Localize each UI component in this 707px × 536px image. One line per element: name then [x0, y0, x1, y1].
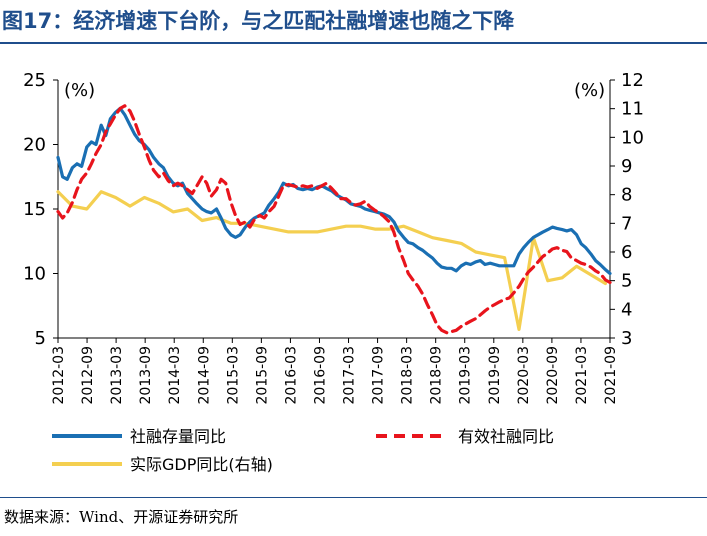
- legend-label-effective-social-financing: 有效社融同比: [458, 427, 554, 446]
- y-right-tick-label: 7: [621, 213, 632, 234]
- x-tick-label: 2019-03: [458, 346, 474, 405]
- chart-lines: [56, 104, 612, 335]
- x-tick-label: 2018-03: [400, 346, 416, 405]
- x-tick-label: 2020-03: [516, 346, 532, 405]
- x-tick-label: 2017-03: [342, 346, 358, 405]
- y-left-unit: (%): [64, 80, 95, 101]
- legend-label-real-gdp: 实际GDP同比(右轴): [130, 455, 273, 474]
- chart-axes: 5 10 15 20 25 3 4 5 6 7 8 9 10 11 12 (%) (%) 2012-03 2012-…: [23, 70, 644, 405]
- y-left-tick-label: 5: [35, 328, 46, 349]
- y-right-tick-label: 3: [621, 328, 632, 349]
- x-tick-label: 2012-09: [80, 346, 96, 405]
- line-chart: 5 10 15 20 25 3 4 5 6 7 8 9 10 11 12 (%) (%) 2012-03 2012-…: [23, 70, 644, 474]
- y-left-tick-label: 25: [23, 70, 46, 91]
- x-tick-label: 2015-09: [254, 346, 270, 405]
- x-tick-label: 2016-09: [312, 346, 328, 405]
- x-tick-label: 2015-03: [225, 346, 241, 405]
- x-tick-label: 2017-09: [371, 346, 387, 405]
- x-tick-label: 2014-09: [196, 346, 212, 405]
- y-right-tick-label: 10: [621, 127, 644, 148]
- x-tick-label: 2012-03: [51, 346, 67, 405]
- x-tick-label: 2021-03: [574, 346, 590, 405]
- y-left-tick-label: 15: [23, 199, 46, 220]
- y-right-tick-label: 4: [621, 299, 632, 320]
- x-tick-label: 2020-09: [545, 346, 561, 405]
- x-tick-label: 2013-03: [109, 346, 125, 405]
- y-right-tick-label: 5: [621, 271, 632, 292]
- chart-title: 图17：经济增速下台阶，与之匹配社融增速也随之下降: [2, 9, 515, 33]
- source-note: 数据来源：Wind、开源证券研究所: [4, 508, 239, 526]
- chart-legend: 社融存量同比 有效社融同比 实际GDP同比(右轴): [52, 427, 554, 474]
- series-line-effective-social-financing: [56, 104, 612, 335]
- source-divider: [0, 497, 707, 498]
- legend-label-social-financing-stock: 社融存量同比: [130, 427, 226, 446]
- x-tick-label: 2014-03: [167, 346, 183, 405]
- x-tick-label: 2019-09: [487, 346, 503, 405]
- title-divider: [0, 42, 707, 44]
- x-tick-label: 2018-09: [429, 346, 445, 405]
- y-left-tick-label: 10: [23, 264, 46, 285]
- y-right-tick-label: 9: [621, 156, 632, 177]
- y-right-tick-label: 11: [621, 99, 644, 120]
- y-left-tick-label: 20: [23, 135, 46, 156]
- x-tick-label: 2016-03: [283, 346, 299, 405]
- y-right-tick-label: 6: [621, 242, 632, 263]
- x-tick-label: 2013-09: [138, 346, 154, 405]
- x-tick-label: 2021-09: [603, 346, 619, 405]
- series-line-real-gdp: [56, 190, 608, 331]
- y-right-tick-label: 8: [621, 185, 632, 206]
- y-right-tick-label: 12: [621, 70, 644, 91]
- y-right-unit: (%): [574, 80, 605, 101]
